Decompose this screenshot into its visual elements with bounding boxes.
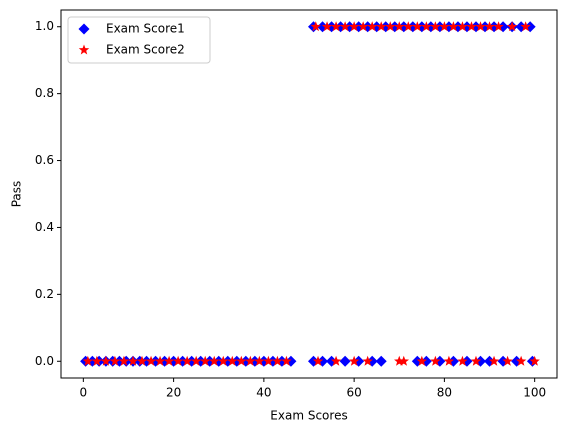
y-tick-label: 0.8 — [35, 86, 54, 100]
legend-label: Exam Score2 — [106, 43, 185, 57]
y-tick-label: 1.0 — [35, 19, 54, 33]
point — [172, 355, 184, 366]
point — [118, 355, 130, 366]
x-tick-label: 60 — [346, 386, 361, 400]
point — [493, 21, 504, 32]
point — [312, 355, 324, 366]
point — [394, 21, 405, 32]
point — [475, 21, 486, 32]
point — [502, 355, 513, 366]
point — [515, 355, 527, 366]
legend-marker — [78, 44, 90, 55]
point — [421, 21, 432, 32]
point — [520, 21, 531, 32]
y-axis-label: Pass — [10, 181, 24, 208]
legend: Exam Score1 Exam Score2 — [67, 16, 211, 64]
point — [375, 21, 387, 32]
point — [199, 355, 211, 366]
point — [457, 21, 468, 32]
point — [366, 21, 378, 32]
x-axis-label: Exam Scores — [270, 409, 347, 423]
point — [348, 355, 360, 366]
point — [263, 355, 274, 366]
point — [181, 355, 193, 366]
legend-marker — [78, 23, 90, 35]
point — [448, 21, 459, 32]
point — [362, 355, 373, 366]
point — [357, 21, 369, 32]
plot-frame — [60, 9, 558, 379]
point — [227, 355, 238, 366]
point — [488, 355, 500, 366]
point — [412, 21, 423, 32]
point — [91, 355, 103, 366]
y-tick-label: 0.6 — [35, 153, 54, 167]
point — [348, 21, 360, 32]
point — [457, 355, 468, 366]
point — [339, 21, 351, 32]
point — [506, 21, 518, 32]
point — [236, 355, 247, 366]
point — [339, 355, 351, 367]
point — [330, 21, 342, 32]
point — [154, 355, 166, 366]
point — [470, 355, 482, 366]
y-tick-label: 0.4 — [35, 220, 54, 234]
point — [145, 355, 157, 366]
series — [80, 21, 538, 367]
point — [403, 21, 414, 32]
point — [254, 355, 265, 366]
y-tick-label: 0.0 — [35, 354, 54, 368]
x-tick-label: 100 — [523, 386, 546, 400]
point — [245, 355, 256, 366]
point — [529, 355, 540, 366]
point — [466, 21, 477, 32]
point — [272, 355, 283, 366]
x-tick-label: 80 — [437, 386, 452, 400]
series — [82, 21, 540, 366]
point — [416, 355, 428, 366]
point — [484, 21, 495, 32]
point — [281, 355, 292, 366]
y-tick-label: 0.2 — [35, 287, 54, 301]
point — [190, 355, 202, 366]
point — [430, 21, 441, 32]
point — [109, 355, 121, 366]
point — [208, 355, 220, 366]
point — [321, 21, 333, 32]
legend-box — [67, 16, 211, 64]
point — [310, 21, 321, 32]
x-tick-label: 0 — [80, 386, 88, 400]
point — [127, 355, 139, 366]
point — [82, 355, 94, 366]
x-tick-label: 40 — [256, 386, 271, 400]
point — [394, 355, 405, 366]
x-tick-label: 20 — [166, 386, 181, 400]
point — [385, 21, 396, 32]
legend-label: Exam Score1 — [106, 22, 185, 36]
point — [375, 355, 387, 367]
point — [439, 21, 450, 32]
point — [136, 355, 148, 366]
point — [430, 355, 441, 366]
point — [443, 355, 455, 366]
point — [100, 355, 112, 366]
point — [330, 355, 342, 366]
point — [218, 355, 229, 366]
point — [398, 355, 410, 366]
point — [163, 355, 175, 366]
